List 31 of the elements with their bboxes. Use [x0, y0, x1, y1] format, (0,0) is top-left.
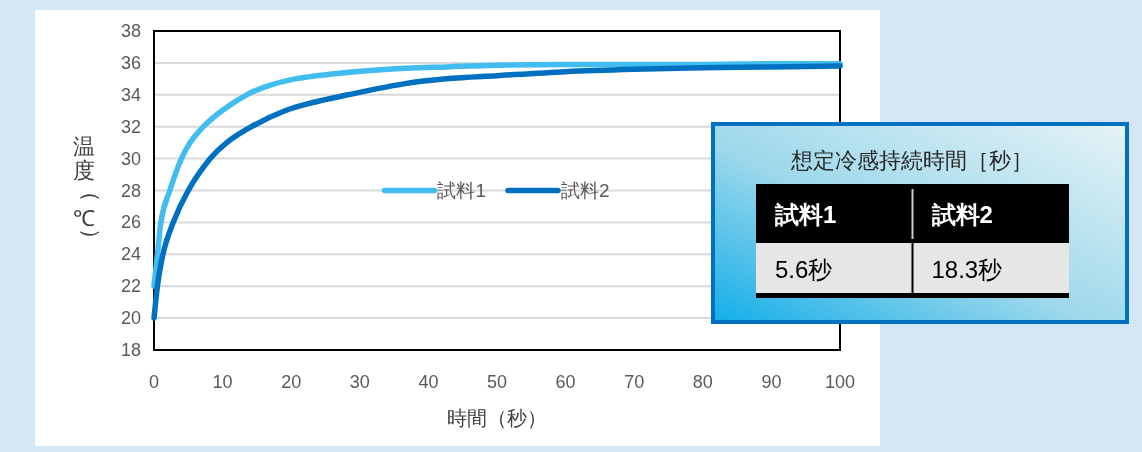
x-tick-label: 80: [692, 372, 713, 392]
y-axis-title: 温度（℃）: [73, 134, 104, 250]
y-tick-label: 20: [120, 308, 141, 329]
legend-label: 試料1: [437, 180, 486, 201]
y-tick-label: 32: [120, 116, 141, 137]
x-tick-label: 70: [624, 372, 645, 392]
x-axis-title: 時間（秒）: [447, 407, 547, 429]
x-tick-label: 20: [281, 372, 302, 392]
y-tick-label: 24: [120, 244, 141, 265]
x-tick-label: 30: [349, 372, 370, 392]
x-tick-label: 50: [486, 372, 508, 392]
category-label: 試料2: [930, 200, 993, 228]
x-tick-label: 0: [148, 372, 160, 392]
x-tick-label: 100: [824, 372, 856, 392]
x-tick-label: 40: [418, 372, 439, 392]
y-tick-label: 30: [120, 148, 141, 169]
legend-label: 試料2: [561, 180, 610, 201]
y-tick-label: 38: [120, 21, 141, 41]
x-tick-label: 90: [761, 372, 782, 392]
x-tick-label: 60: [555, 372, 576, 392]
y-tick-label: 34: [120, 84, 141, 105]
category-label: 試料1: [774, 200, 837, 228]
annotation: 5.6秒: [775, 255, 833, 283]
y-tick-label: 36: [120, 52, 141, 73]
text: 18.3秒: [931, 255, 1003, 283]
y-tick-label: 26: [120, 212, 141, 233]
y-tick-label: 18: [120, 340, 141, 360]
x-tick-label: 10: [212, 372, 233, 392]
y-tick-label: 28: [120, 180, 141, 201]
text: 想定冷感持続時間［秒］: [790, 147, 1033, 173]
y-tick-label: 22: [120, 276, 141, 297]
